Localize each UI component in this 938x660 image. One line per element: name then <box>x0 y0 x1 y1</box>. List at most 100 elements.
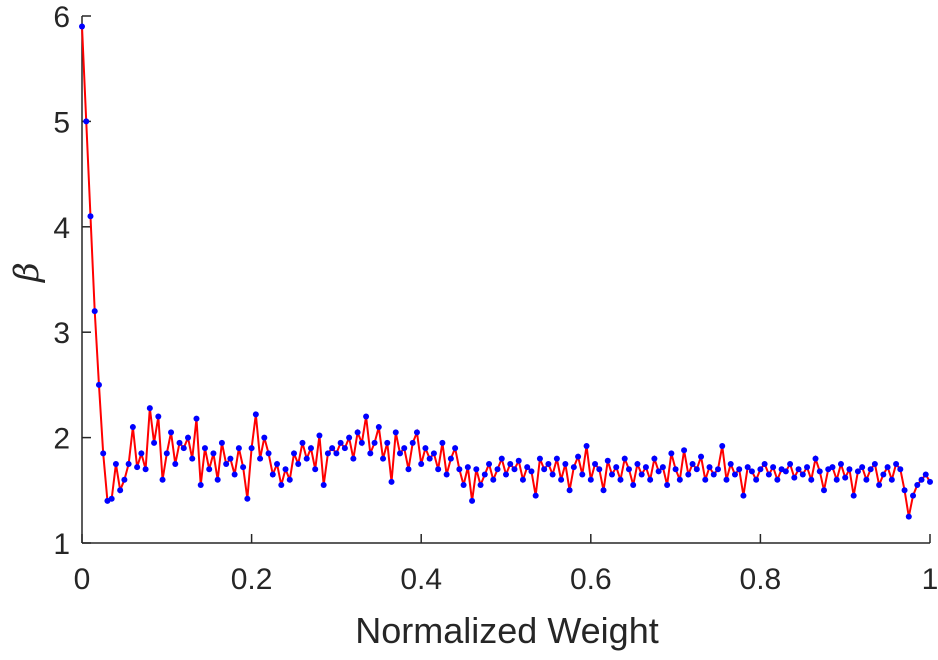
data-point <box>214 476 221 483</box>
data-point <box>740 492 747 499</box>
data-point <box>901 487 908 494</box>
data-point <box>185 434 191 441</box>
data-point <box>681 447 688 454</box>
data-point <box>261 434 268 441</box>
data-point <box>507 460 514 467</box>
data-point <box>731 471 738 478</box>
data-point <box>905 513 912 520</box>
data-point <box>596 466 603 473</box>
x-tick-label: 0.8 <box>740 563 782 596</box>
data-point <box>613 464 620 471</box>
data-point <box>647 476 654 483</box>
data-point <box>303 455 310 462</box>
x-axis-label: Normalized Weight <box>355 610 658 651</box>
data-point <box>549 471 556 478</box>
data-point <box>511 466 518 473</box>
data-point <box>519 476 526 483</box>
data-point <box>210 450 217 457</box>
data-point <box>244 495 251 502</box>
data-point <box>693 466 700 473</box>
data-point <box>248 445 255 452</box>
data-point <box>168 429 175 436</box>
data-point <box>867 466 874 473</box>
data-point <box>159 476 166 483</box>
data-point <box>791 474 798 481</box>
data-point <box>765 471 772 478</box>
data-point <box>231 471 238 478</box>
data-point <box>223 460 230 467</box>
data-point <box>736 466 743 473</box>
data-point <box>808 476 815 483</box>
data-point <box>354 429 361 436</box>
data-point <box>371 439 378 446</box>
data-point <box>490 476 497 483</box>
data-point <box>397 450 403 457</box>
data-point <box>112 460 119 467</box>
data-point <box>312 466 319 473</box>
data-point <box>324 450 331 457</box>
data-point <box>863 476 870 483</box>
data-point <box>727 460 734 467</box>
data-point <box>914 482 921 489</box>
data-point <box>392 429 399 436</box>
data-point <box>621 455 628 462</box>
data-point <box>617 476 624 483</box>
data-point <box>163 450 170 457</box>
data-point <box>257 455 264 462</box>
data-point <box>528 468 535 475</box>
data-point <box>426 455 433 462</box>
data-point <box>532 492 539 499</box>
data-point <box>888 476 895 483</box>
y-tick-label: 3 <box>53 317 70 350</box>
y-tick-label: 2 <box>53 423 70 456</box>
data-point <box>307 445 314 452</box>
data-point <box>180 445 187 452</box>
data-point <box>155 413 162 420</box>
data-point <box>447 455 454 462</box>
data-point <box>651 455 658 462</box>
data-point <box>452 445 459 452</box>
data-point <box>884 464 891 471</box>
data-point <box>587 476 594 483</box>
data-point <box>413 429 420 436</box>
data-point <box>172 460 179 467</box>
y-tick-label: 4 <box>53 212 70 245</box>
data-point <box>918 476 925 483</box>
data-point <box>375 424 382 431</box>
data-point <box>367 450 374 457</box>
data-point <box>761 460 768 467</box>
y-tick-label: 6 <box>53 1 70 34</box>
data-point <box>100 450 107 457</box>
data-point <box>536 455 543 462</box>
data-point <box>541 466 548 473</box>
data-point <box>358 439 365 446</box>
data-point <box>227 455 234 462</box>
data-point <box>240 464 247 471</box>
data-point <box>316 432 323 439</box>
data-point <box>91 308 98 315</box>
data-point <box>95 381 102 388</box>
data-point <box>176 439 183 446</box>
data-point <box>79 23 85 30</box>
data-point <box>189 455 196 462</box>
data-point <box>146 405 153 412</box>
data-point <box>439 439 446 446</box>
data-point <box>252 411 259 418</box>
data-point <box>477 482 484 489</box>
data-point <box>286 476 293 483</box>
data-point <box>341 445 348 452</box>
data-point <box>405 466 412 473</box>
data-point <box>430 450 437 457</box>
data-point <box>719 443 726 450</box>
data-point <box>668 450 675 457</box>
data-point <box>562 460 569 467</box>
data-point <box>638 471 645 478</box>
data-point <box>787 460 794 467</box>
data-point <box>486 460 493 467</box>
data-point <box>821 487 827 494</box>
data-point <box>503 471 509 478</box>
data-point <box>235 445 242 452</box>
data-point <box>871 460 878 467</box>
data-point <box>927 478 933 485</box>
